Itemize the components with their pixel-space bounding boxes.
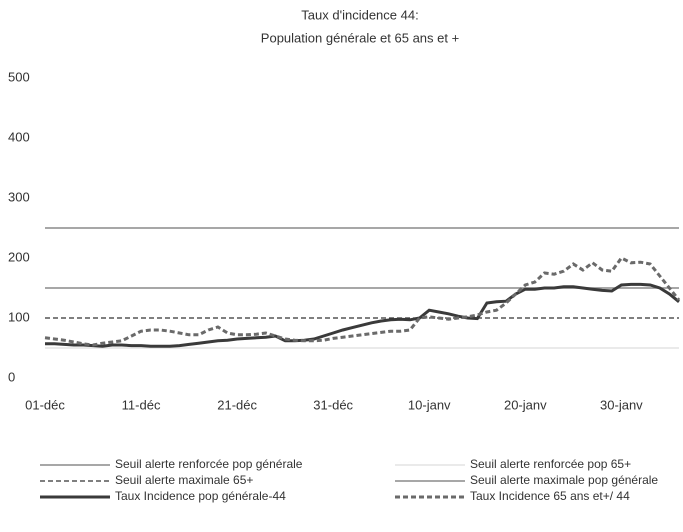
chart-subtitle: Population générale et 65 ans et +	[261, 30, 459, 45]
y-tick-label: 400	[8, 129, 30, 144]
x-tick-label: 30-janv	[600, 397, 643, 412]
y-tick-label: 300	[8, 189, 30, 204]
y-tick-label: 200	[8, 249, 30, 264]
legend-label: Seuil alerte renforcée pop 65+	[470, 457, 631, 471]
legend-label: Seuil alerte maximale pop générale	[470, 473, 658, 487]
legend-label: Taux Incidence pop générale-44	[115, 489, 286, 503]
x-tick-label: 11-déc	[122, 397, 161, 412]
x-tick-label: 01-déc	[25, 397, 65, 412]
series-line	[44, 256, 681, 347]
x-tick-label: 21-déc	[217, 397, 257, 412]
y-tick-label: 0	[8, 369, 15, 384]
x-tick-label: 20-janv	[504, 397, 547, 412]
y-tick-label: 100	[8, 309, 30, 324]
x-tick-label: 31-déc	[313, 397, 353, 412]
series-line	[45, 282, 680, 348]
legend-label: Seuil alerte renforcée pop générale	[115, 457, 303, 471]
y-tick-label: 500	[8, 69, 30, 84]
chart-title: Taux d'incidence 44:	[301, 7, 418, 22]
x-tick-label: 10-janv	[408, 397, 451, 412]
legend-label: Taux Incidence 65 ans et+/ 44	[470, 489, 630, 503]
legend-label: Seuil alerte maximale 65+	[115, 473, 253, 487]
